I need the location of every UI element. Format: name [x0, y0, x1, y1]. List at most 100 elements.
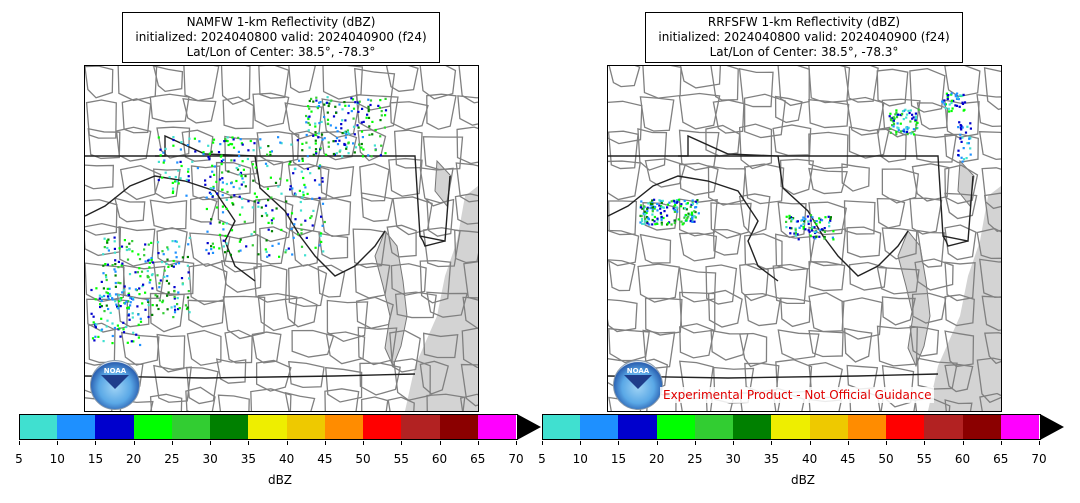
reflectivity-pixel: [889, 119, 893, 122]
reflectivity-pixel: [801, 218, 804, 222]
reflectivity-pixel: [316, 105, 319, 108]
reflectivity-pixel: [171, 191, 174, 194]
county-outline: [217, 196, 255, 227]
reflectivity-pixel: [691, 216, 694, 219]
reflectivity-pixel: [279, 177, 282, 180]
reflectivity-pixel: [644, 220, 647, 223]
reflectivity-pixel: [285, 249, 288, 252]
reflectivity-pixel: [316, 107, 319, 110]
reflectivity-pixel: [806, 215, 809, 218]
reflectivity-pixel: [294, 193, 297, 196]
reflectivity-pixel: [305, 133, 308, 137]
reflectivity-pixel: [119, 282, 122, 285]
reflectivity-pixel: [235, 166, 238, 170]
county-outline: [388, 157, 423, 197]
reflectivity-pixel: [809, 214, 813, 217]
reflectivity-pixel: [237, 136, 240, 139]
reflectivity-pixel: [321, 138, 324, 141]
reflectivity-pixel: [328, 102, 331, 105]
reflectivity-pixel: [157, 307, 160, 311]
reflectivity-pixel: [230, 182, 233, 185]
reflectivity-pixel: [106, 287, 109, 290]
reflectivity-pixel: [646, 206, 649, 209]
county-outline: [422, 136, 464, 171]
reflectivity-pixel: [344, 104, 347, 107]
reflectivity-pixel: [345, 133, 348, 136]
reflectivity-pixel: [107, 297, 110, 300]
reflectivity-pixel: [158, 299, 161, 302]
reflectivity-pixel: [117, 281, 120, 284]
county-outline: [608, 100, 643, 145]
reflectivity-pixel: [296, 139, 299, 142]
reflectivity-pixel: [327, 104, 330, 108]
reflectivity-pixel: [338, 139, 341, 142]
colorbar-tick: [57, 441, 59, 445]
reflectivity-pixel: [167, 248, 170, 251]
county-outline: [462, 296, 478, 330]
reflectivity-pixel: [368, 125, 371, 128]
reflectivity-pixel: [317, 105, 320, 108]
reflectivity-pixel: [166, 308, 169, 311]
reflectivity-pixel: [961, 136, 964, 139]
reflectivity-pixel: [362, 148, 365, 151]
reflectivity-pixel: [963, 108, 966, 111]
reflectivity-pixel: [255, 195, 258, 199]
reflectivity-pixel: [271, 209, 274, 212]
reflectivity-pixel: [948, 110, 951, 113]
reflectivity-pixel: [265, 214, 269, 217]
county-outline: [87, 127, 121, 160]
reflectivity-pixel: [301, 157, 304, 160]
county-outline: [252, 92, 290, 128]
reflectivity-pixel: [138, 287, 141, 290]
reflectivity-pixel: [232, 185, 235, 189]
reflectivity-pixel: [100, 299, 103, 302]
colorbar-tick-label: 20: [126, 452, 142, 466]
reflectivity-pixel: [127, 292, 130, 295]
reflectivity-pixel: [656, 219, 659, 222]
reflectivity-pixel: [307, 129, 310, 132]
reflectivity-pixel: [292, 172, 295, 175]
reflectivity-pixel: [163, 269, 166, 272]
reflectivity-pixel: [238, 195, 241, 198]
county-outline: [876, 68, 909, 107]
reflectivity-pixel: [265, 250, 268, 253]
reflectivity-pixel: [674, 208, 677, 211]
reflectivity-pixel: [172, 138, 175, 142]
reflectivity-pixel: [653, 198, 656, 201]
reflectivity-pixel: [103, 246, 106, 249]
county-outline: [152, 66, 184, 93]
county-outline: [744, 292, 782, 327]
reflectivity-pixel: [233, 194, 236, 197]
reflectivity-pixel: [144, 308, 147, 311]
county-outline: [772, 124, 812, 157]
county-outline: [291, 226, 321, 267]
reflectivity-pixel: [172, 265, 175, 268]
county-outline: [355, 296, 394, 329]
reflectivity-pixel: [818, 228, 821, 231]
reflectivity-pixel: [109, 311, 112, 314]
reflectivity-pixel: [911, 117, 914, 120]
reflectivity-pixel: [959, 94, 962, 97]
reflectivity-pixel: [832, 230, 835, 233]
reflectivity-pixel: [213, 173, 216, 176]
reflectivity-pixel: [253, 142, 256, 145]
colorbar-tick-label: 20: [649, 452, 665, 466]
reflectivity-pixel: [141, 285, 144, 288]
reflectivity-pixel: [114, 274, 117, 277]
reflectivity-pixel: [969, 127, 972, 130]
county-outline: [389, 101, 429, 131]
county-outline: [114, 197, 146, 223]
reflectivity-pixel: [656, 202, 659, 205]
reflectivity-pixel: [106, 295, 110, 298]
county-outline: [291, 130, 324, 170]
reflectivity-pixel: [266, 164, 269, 168]
reflectivity-pixel: [340, 127, 343, 130]
reflectivity-pixel: [226, 249, 230, 252]
reflectivity-pixel: [943, 103, 946, 106]
county-outline: [644, 158, 686, 188]
reflectivity-pixel: [167, 291, 170, 294]
reflectivity-pixel: [794, 231, 797, 234]
reflectivity-pixel: [134, 271, 137, 274]
reflectivity-pixel: [156, 295, 159, 298]
colorbar-tick-label: 50: [878, 452, 894, 466]
